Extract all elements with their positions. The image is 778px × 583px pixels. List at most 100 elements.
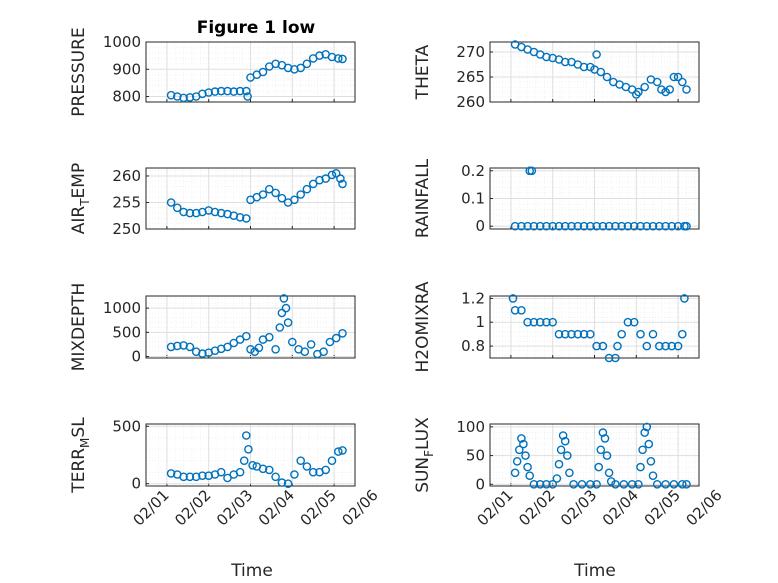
data-point [315, 51, 324, 60]
data-point [573, 221, 583, 231]
y-tick-label: 260 [456, 93, 485, 111]
y-axis-label-main: MIXDEPTH [69, 283, 89, 372]
data-point [682, 221, 691, 231]
axes-frame [489, 295, 700, 359]
data-point [277, 308, 287, 318]
data-point [586, 479, 595, 489]
data-point [229, 338, 239, 348]
data-point [613, 341, 622, 351]
data-point [629, 221, 639, 231]
data-point [594, 462, 604, 472]
data-point [598, 341, 608, 351]
x-tick-label: 02/04 [255, 486, 298, 529]
y-tick-label: 500 [112, 417, 141, 435]
data-point [525, 471, 535, 481]
data-point [678, 77, 687, 87]
y-axis-label: MIXDEPTH [69, 283, 89, 372]
data-point [327, 170, 337, 180]
data-point [216, 208, 226, 218]
subplot-rainfall: 0 0.1 0.2 RAINFALL [413, 158, 700, 238]
data-point [246, 344, 255, 354]
data-point [577, 479, 587, 489]
data-point [191, 472, 201, 482]
data-point [598, 428, 608, 437]
data-point [665, 85, 675, 94]
data-point [579, 221, 589, 231]
subplot-mixdepth: 0 500 1000 MIXDEPTH [69, 283, 356, 372]
figure-title: Figure 1 low [197, 18, 316, 38]
data-point [554, 221, 564, 231]
data-point [523, 317, 532, 327]
data-point [682, 85, 691, 94]
data-point [296, 456, 306, 466]
y-tick-label: 800 [112, 88, 141, 106]
y-axis-label: THETA [413, 44, 433, 100]
data-point [678, 329, 687, 339]
data-point [586, 221, 595, 231]
y-tick-label: 250 [112, 220, 141, 238]
data-point [523, 462, 532, 472]
data-point [552, 474, 562, 483]
y-axis-label-main: TERR [69, 448, 89, 494]
subplot-air_temp: 250 255 260 AIRTEMP [69, 163, 356, 238]
data-point [331, 168, 341, 178]
data-point [655, 221, 664, 231]
data-point [191, 208, 201, 218]
data-point [661, 341, 670, 351]
data-point [302, 462, 312, 471]
data-point [210, 87, 220, 96]
y-axis-label-main: AIR [69, 206, 89, 235]
y-tick-label: 500 [112, 323, 141, 341]
data-point [596, 445, 606, 455]
data-point [642, 341, 652, 351]
data-point [325, 337, 335, 347]
data-point [172, 203, 182, 213]
data-point [638, 445, 647, 455]
data-point [602, 451, 612, 460]
data-point [560, 57, 570, 67]
y-tick-label: 0 [131, 348, 141, 366]
data-point [629, 317, 639, 327]
data-point [554, 329, 564, 339]
data-point [604, 468, 614, 478]
data-point [198, 471, 207, 481]
data-point [542, 479, 551, 489]
subplot-terr_msl: 050002/0102/0202/0302/0402/0502/06TERRMS… [69, 417, 382, 530]
y-tick-label: 0 [475, 475, 485, 493]
data-point [592, 50, 601, 59]
data-point [529, 479, 539, 489]
data-point [548, 221, 558, 231]
data-point [283, 479, 293, 489]
data-point [204, 88, 213, 97]
data-point [569, 479, 578, 489]
data-point [333, 447, 343, 456]
data-point [669, 72, 679, 82]
y-axis-label-main: RAINFALL [413, 158, 433, 238]
y-axis-label: PRESSURE [69, 27, 89, 116]
data-point [596, 67, 606, 77]
data-point [627, 479, 637, 489]
data-point [283, 318, 293, 327]
data-point [642, 221, 652, 231]
data-point [611, 221, 620, 231]
data-point [338, 179, 347, 189]
y-axis-label-main: SUN [413, 457, 433, 493]
data-point [517, 434, 526, 443]
data-point [517, 305, 526, 315]
data-point [185, 472, 195, 482]
y-tick-label: 1000 [103, 299, 141, 317]
data-point [573, 329, 583, 339]
y-tick-label: 1.2 [461, 289, 485, 307]
y-axis-label: H2OMIXRA [413, 281, 433, 372]
data-point [655, 341, 664, 351]
x-tick-label: 02/02 [171, 486, 214, 529]
data-point [563, 451, 572, 460]
y-tick-label: 265 [456, 68, 485, 86]
data-point [254, 343, 264, 353]
data-point [166, 469, 176, 478]
data-point [515, 445, 524, 455]
data-point [321, 465, 331, 475]
data-point [319, 347, 328, 357]
data-point [592, 341, 601, 351]
y-axis-label-tail: LUX [413, 417, 433, 450]
